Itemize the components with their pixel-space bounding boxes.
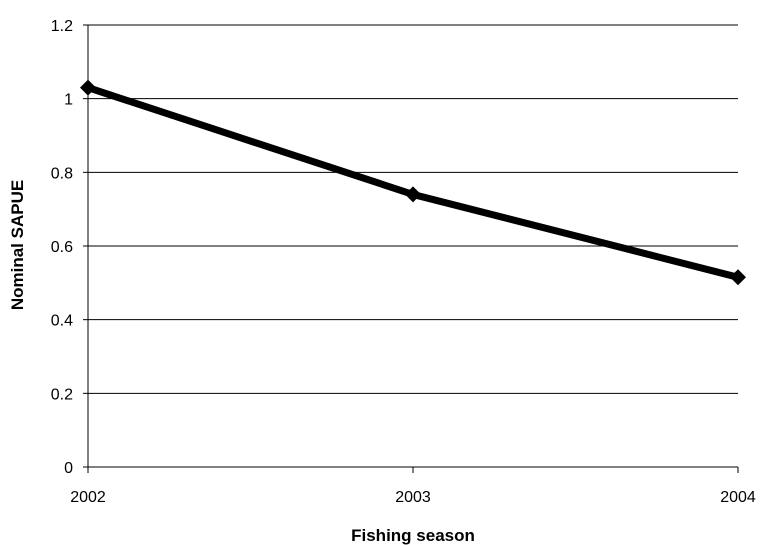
x-tick-label: 2003 [395,489,431,506]
x-tick-label: 2004 [720,489,756,506]
x-axis-ticks: 2002 2003 2004 [70,467,756,506]
y-axis-ticks: 0 0.2 0.4 0.6 0.8 1 1.2 [51,18,88,477]
series-layer [80,79,746,286]
y-tick-label: 0.4 [51,313,73,330]
data-point-marker [405,186,421,203]
y-tick-label: 1 [64,92,73,109]
x-tick-label: 2002 [70,489,106,506]
x-axis-title: Fishing season [351,526,475,545]
y-tick-label: 1.2 [51,18,73,35]
y-axis-title: Nominal SAPUE [8,180,27,310]
y-tick-label: 0.2 [51,386,73,403]
data-point-marker [730,269,746,286]
y-tick-label: 0.8 [51,165,73,182]
data-point-marker [80,79,96,96]
series-line [86,84,739,281]
gridlines [88,24,738,394]
y-tick-label: 0 [64,460,73,477]
y-tick-label: 0.6 [51,239,73,256]
